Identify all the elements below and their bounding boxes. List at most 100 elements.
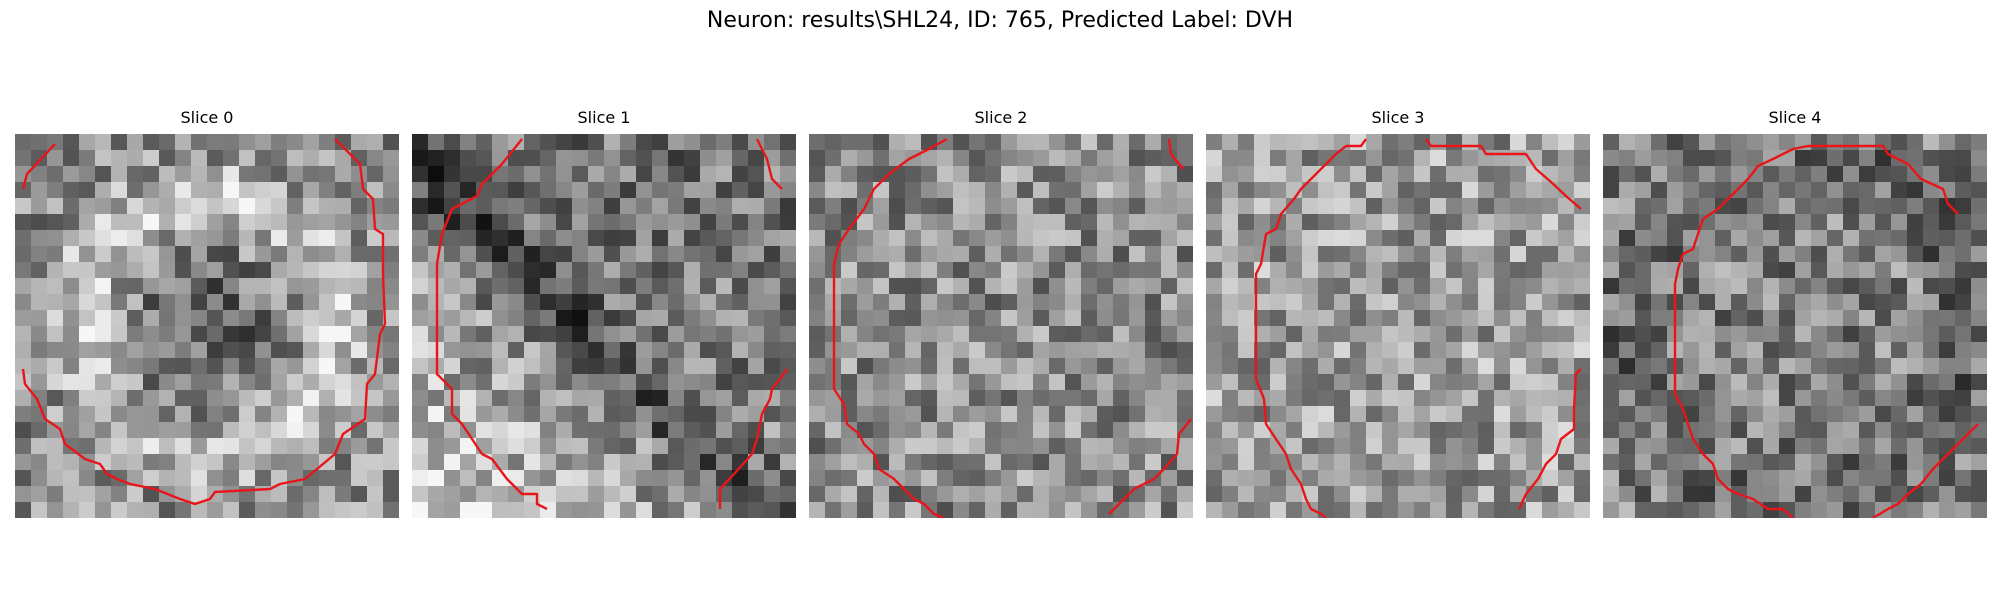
pixel [905,310,921,326]
pixel [1177,486,1193,502]
pixel [524,390,540,406]
pixel [809,374,825,390]
pixel [1065,358,1081,374]
pixel [1923,470,1939,486]
pixel [1033,406,1049,422]
pixel [111,342,127,358]
pixel [1971,294,1987,310]
pixel [1462,470,1478,486]
pixel [953,454,969,470]
pixel [1971,454,1987,470]
pixel [271,150,287,166]
pixel [127,294,143,310]
pixel [1382,502,1398,518]
pixel [1366,470,1382,486]
pixel [47,326,63,342]
pixel [1177,262,1193,278]
pixel [1747,326,1763,342]
pixel [175,134,191,150]
pixel [1446,374,1462,390]
pixel [1603,214,1619,230]
pixel [1635,166,1651,182]
pixel [1398,150,1414,166]
pixel [1494,486,1510,502]
pixel [428,454,444,470]
pixel [1097,390,1113,406]
pixel [1462,166,1478,182]
pixel [1779,134,1795,150]
pixel [1033,486,1049,502]
pixel [31,406,47,422]
pixel [1619,422,1635,438]
pixel [1747,310,1763,326]
pixel [1494,214,1510,230]
pixel [319,150,335,166]
pixel [1683,262,1699,278]
pixel [335,454,351,470]
pixel [1667,406,1683,422]
pixel [652,438,668,454]
pixel [1715,198,1731,214]
pixel [1334,150,1350,166]
pixel [700,358,716,374]
pixel [1619,326,1635,342]
pixel [79,166,95,182]
pixel [780,470,796,486]
pixel [841,454,857,470]
pixel [508,438,524,454]
pixel [1302,422,1318,438]
pixel [1526,342,1542,358]
pixel [1955,454,1971,470]
pixel [367,134,383,150]
pixel [508,214,524,230]
pixel [175,438,191,454]
pixel [1542,470,1558,486]
slice-title-4: Slice 4 [1768,108,1822,127]
pixel [1334,454,1350,470]
pixel [1270,182,1286,198]
pixel [668,198,684,214]
pixel [1939,166,1955,182]
pixel [1603,502,1619,518]
pixel [969,246,985,262]
pixel [207,166,223,182]
pixel [588,374,604,390]
pixel [1955,166,1971,182]
pixel [1238,470,1254,486]
pixel [841,374,857,390]
pixel [1129,358,1145,374]
pixel [1286,310,1302,326]
pixel [351,262,367,278]
pixel [63,150,79,166]
pixel [1254,198,1270,214]
pixel [31,310,47,326]
pixel [1907,326,1923,342]
pixel [1382,390,1398,406]
pixel [95,502,111,518]
pixel [1001,502,1017,518]
pixel [700,438,716,454]
pixel [367,198,383,214]
pixel [1318,278,1334,294]
pixel [1715,438,1731,454]
pixel [1699,182,1715,198]
pixel [207,358,223,374]
pixel [63,438,79,454]
pixel [1286,166,1302,182]
pixel [636,502,652,518]
pixel [1222,470,1238,486]
pixel [1939,422,1955,438]
pixel [1939,214,1955,230]
pixel [1430,230,1446,246]
pixel [207,390,223,406]
pixel [985,358,1001,374]
pixel [572,294,588,310]
pixel [572,390,588,406]
pixel [1049,502,1065,518]
pixel [255,470,271,486]
pixel [492,486,508,502]
pixel [1779,262,1795,278]
pixel [1683,150,1699,166]
pixel [1113,246,1129,262]
pixel [335,246,351,262]
